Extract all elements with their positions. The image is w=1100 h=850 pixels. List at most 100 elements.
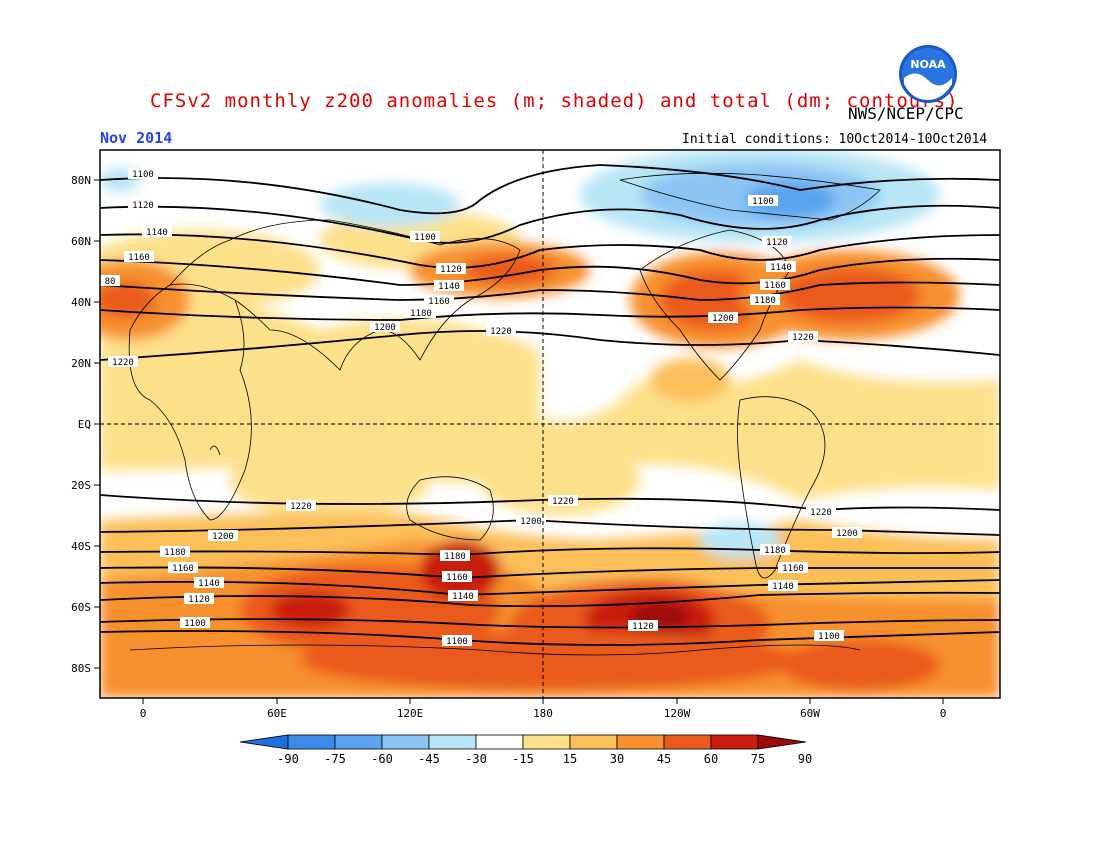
- svg-text:1200: 1200: [836, 529, 858, 539]
- colorbar-label: 90: [798, 752, 812, 766]
- colorbar-label: -90: [277, 752, 299, 766]
- lat-label: 40N: [71, 296, 91, 309]
- contour-label: 80: [100, 275, 120, 287]
- colorbar-label: -60: [371, 752, 393, 766]
- lon-label: 120W: [664, 707, 691, 720]
- contour-label: 1200: [516, 515, 546, 527]
- contour-label: 1180: [440, 550, 470, 562]
- svg-text:1100: 1100: [414, 233, 436, 243]
- svg-text:1160: 1160: [782, 564, 804, 574]
- svg-text:1180: 1180: [410, 309, 432, 319]
- chart-title: CFSv2 monthly z200 anomalies (m; shaded)…: [150, 90, 959, 112]
- colorbar-label: 60: [704, 752, 718, 766]
- lon-labels: 0 60E 120E 180 120W 60W 0: [140, 707, 947, 720]
- colorbar-segment: [475, 734, 524, 750]
- svg-text:1100: 1100: [818, 632, 840, 642]
- logo-text: NOAA: [910, 58, 946, 71]
- svg-text:1140: 1140: [146, 228, 168, 238]
- contour-label: 1220: [286, 500, 316, 512]
- reference-lines: [100, 150, 1000, 698]
- svg-text:1220: 1220: [552, 497, 574, 507]
- contour-label: 1120: [184, 593, 214, 605]
- contour-label: 1220: [788, 331, 818, 343]
- contour-label: 1220: [806, 506, 836, 518]
- contour-label: 1140: [194, 577, 224, 589]
- forecast-month: Nov 2014: [100, 129, 173, 147]
- contour-label: 1160: [442, 571, 472, 583]
- colorbar-segment: [334, 734, 383, 750]
- lat-label: 80N: [71, 174, 91, 187]
- colorbar-segment: [522, 734, 571, 750]
- colorbar: -90 -75 -60 -45 -30 -15 15 30 45 60 75 90: [239, 734, 812, 766]
- svg-text:1220: 1220: [810, 508, 832, 518]
- contour-label: 1140: [768, 580, 798, 592]
- contour-label: 1140: [142, 226, 172, 238]
- svg-text:1180: 1180: [444, 552, 466, 562]
- contour-label: 1100: [410, 231, 440, 243]
- svg-text:1100: 1100: [446, 637, 468, 647]
- agency-label: NWS/NCEP/CPC: [848, 104, 964, 123]
- svg-text:80: 80: [105, 277, 116, 287]
- svg-text:1160: 1160: [172, 564, 194, 574]
- svg-text:1100: 1100: [752, 197, 774, 207]
- svg-text:1120: 1120: [440, 265, 462, 275]
- lat-labels: 80N 60N 40N 20N EQ 20S 40S 60S 80S: [71, 174, 91, 675]
- lon-label: 60W: [800, 707, 820, 720]
- lon-label: 0: [140, 707, 147, 720]
- colorbar-segment: [710, 734, 759, 750]
- contour-label: 1220: [548, 495, 578, 507]
- lon-label: 60E: [267, 707, 287, 720]
- svg-text:1200: 1200: [520, 517, 542, 527]
- contour-label: 1100: [442, 635, 472, 647]
- contour-label: 1160: [760, 279, 790, 291]
- svg-text:1220: 1220: [792, 333, 814, 343]
- colorbar-label: 45: [657, 752, 671, 766]
- lat-label: 60S: [71, 601, 91, 614]
- lat-label: 40S: [71, 540, 91, 553]
- svg-text:1140: 1140: [452, 592, 474, 602]
- contour-label: 1100: [128, 168, 158, 180]
- contour-label: 1120: [762, 236, 792, 248]
- svg-text:1120: 1120: [188, 595, 210, 605]
- colorbar-segment: [381, 734, 430, 750]
- svg-text:1120: 1120: [632, 622, 654, 632]
- svg-text:1160: 1160: [446, 573, 468, 583]
- svg-text:1180: 1180: [754, 296, 776, 306]
- contour-label: 1160: [168, 562, 198, 574]
- colorbar-label: 75: [751, 752, 765, 766]
- contour-label: 1140: [434, 280, 464, 292]
- svg-text:1160: 1160: [128, 253, 150, 263]
- contour-label: 1200: [208, 530, 238, 542]
- contour-label: 1160: [778, 562, 808, 574]
- lat-label: EQ: [78, 418, 91, 431]
- contour-label: 1180: [406, 307, 436, 319]
- colorbar-label: 15: [563, 752, 577, 766]
- contour-label: 1200: [708, 312, 738, 324]
- svg-text:1200: 1200: [374, 323, 396, 333]
- colorbar-label: -30: [465, 752, 487, 766]
- svg-text:1140: 1140: [772, 582, 794, 592]
- contour-label: 1100: [180, 617, 210, 629]
- contour-label: 1220: [108, 356, 138, 368]
- contour-label: 1140: [766, 261, 796, 273]
- contour-label: 1180: [750, 294, 780, 306]
- svg-text:1120: 1120: [132, 201, 154, 211]
- lon-label: 0: [940, 707, 947, 720]
- contour-label: 1100: [814, 630, 844, 642]
- colorbar-min-arrow: [239, 734, 289, 750]
- lon-label: 120E: [397, 707, 424, 720]
- contour-label: 1160: [424, 295, 454, 307]
- svg-text:1220: 1220: [490, 327, 512, 337]
- svg-text:1140: 1140: [198, 579, 220, 589]
- colorbar-segment: [616, 734, 665, 750]
- colorbar-max-arrow: [757, 734, 807, 750]
- contour-label: 1120: [436, 263, 466, 275]
- contour-label: 1160: [124, 251, 154, 263]
- noaa-logo-icon: NOAA: [899, 45, 957, 103]
- height-contours: [100, 164, 1000, 646]
- svg-text:1160: 1160: [428, 297, 450, 307]
- initial-conditions: Initial conditions: 10Oct2014-10Oct2014: [682, 132, 988, 147]
- svg-text:1140: 1140: [770, 263, 792, 273]
- lat-label: 60N: [71, 235, 91, 248]
